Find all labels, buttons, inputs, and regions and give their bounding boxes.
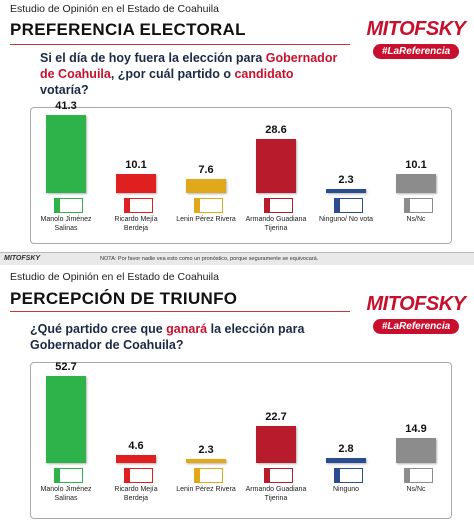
value-label: 14.9 — [405, 423, 427, 436]
question-part: la elección para Gobernador de Coahuila? — [30, 322, 305, 352]
footer: MITOFSKY NOTA: Por favor nadie vea esto … — [0, 252, 474, 265]
category-label: Ricardo Mejía Berdeja — [114, 486, 158, 502]
party-logo — [404, 198, 433, 213]
question-part: ¿Qué partido cree que — [30, 322, 167, 336]
question-part: Si el día de hoy fuera la elección para — [40, 51, 266, 65]
title-rule — [10, 44, 350, 45]
logo: MITOFSKY #LaReferencia — [366, 18, 466, 59]
category-label: Manolo Jiménez Salinas — [40, 216, 92, 232]
category-label: Manolo Jiménez Salinas — [40, 486, 92, 502]
chart-box: 41.3 Manolo Jiménez Salinas 10.1 Ricardo Me… — [30, 100, 452, 244]
logo-name: MITOFSKY — [366, 293, 466, 315]
bar — [116, 173, 156, 193]
title-rule — [10, 311, 350, 312]
party-logo — [54, 468, 83, 483]
party-logo — [404, 468, 433, 483]
bar — [396, 438, 436, 463]
title: PREFERENCIA ELECTORAL — [10, 20, 246, 39]
question-part: ganará — [166, 322, 208, 336]
header: Estudio de Opinión en el Estado de Coahu… — [10, 271, 219, 283]
question-part: candidato — [234, 67, 294, 81]
category-label: Armando Guadiana Tijerina — [245, 486, 307, 502]
logo: MITOFSKY #LaReferencia — [366, 293, 466, 334]
category-label: Lenin Pérez Rivera — [176, 216, 236, 223]
category-label: Ninguno/ No vota — [318, 216, 374, 223]
party-logo — [264, 198, 293, 213]
value-label: 28.6 — [265, 123, 287, 136]
category-label: Armando Guadiana Tijerina — [245, 216, 307, 232]
value-label: 2.8 — [338, 443, 354, 456]
bar — [116, 455, 156, 463]
question-part: votaría? — [40, 83, 89, 97]
party-logo — [54, 198, 83, 213]
value-label: 10.1 — [125, 158, 147, 171]
bar — [326, 458, 366, 463]
category-label: Lenin Pérez Rivera — [176, 486, 236, 493]
title: PERCEPCIÓN DE TRIUNFO — [10, 289, 238, 308]
value-label: 2.3 — [338, 173, 354, 186]
bar — [396, 173, 436, 193]
chart-box: 52.7 Manolo Jiménez Salinas 4.6 Ricardo Mej… — [30, 361, 452, 519]
question-part: Gobernador de Coahuila — [40, 51, 338, 81]
category-label: Ricardo Mejía Berdeja — [114, 216, 158, 232]
bar — [186, 459, 226, 463]
bar — [326, 188, 366, 193]
party-logo — [334, 468, 363, 483]
party-logo — [124, 468, 153, 483]
value-label: 4.6 — [128, 440, 144, 453]
question: Si el día de hoy fuera la elección para … — [40, 50, 340, 98]
footer-note: NOTA: Por favor nadie vea esto como un p… — [100, 256, 319, 262]
value-label: 22.7 — [265, 410, 287, 423]
value-label: 10.1 — [405, 158, 427, 171]
value-label: 52.7 — [55, 361, 77, 374]
bar — [256, 425, 296, 463]
bar — [256, 138, 296, 193]
logo-tagline: #LaReferencia — [373, 44, 459, 59]
party-logo — [194, 468, 223, 483]
slide: Estudio de Opinión en el Estado de Coahu… — [0, 0, 474, 251]
slide: Estudio de Opinión en el Estado de Coahu… — [0, 265, 474, 521]
logo-tagline: #LaReferencia — [373, 319, 459, 334]
value-label: 7.6 — [198, 163, 214, 176]
party-logo — [334, 198, 363, 213]
question: ¿Qué partido cree que ganará la elección… — [30, 321, 330, 353]
value-label: 41.3 — [55, 99, 77, 112]
category-label: Ns/Nc — [406, 486, 426, 493]
party-logo — [124, 198, 153, 213]
category-label: Ninguno — [332, 486, 360, 493]
value-label: 2.3 — [198, 444, 214, 457]
bar — [186, 178, 226, 193]
question-part: , ¿por cuál partido o — [110, 67, 235, 81]
category-label: Ns/Nc — [406, 216, 426, 223]
header: Estudio de Opinión en el Estado de Coahu… — [10, 3, 219, 15]
party-logo — [194, 198, 223, 213]
bar — [46, 114, 86, 193]
party-logo — [264, 468, 293, 483]
logo-name: MITOFSKY — [366, 18, 466, 40]
bar — [46, 376, 86, 463]
footer-brand: MITOFSKY — [4, 255, 41, 262]
